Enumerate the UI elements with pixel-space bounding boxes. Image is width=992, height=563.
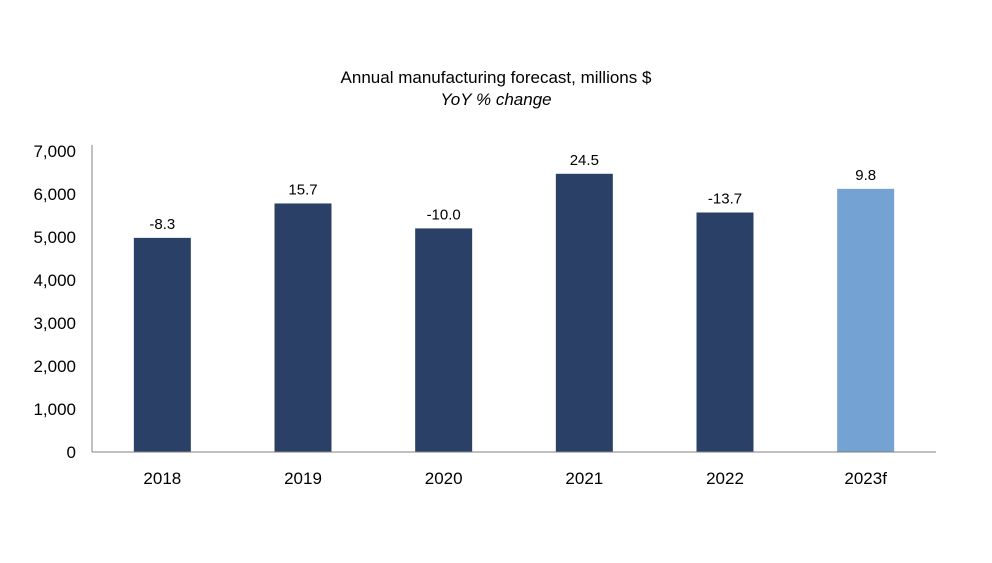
bar-2020 <box>415 228 473 452</box>
data-labels-group: -8.3 15.7 -10.0 24.5 -13.7 9.8 <box>149 152 876 233</box>
data-label-2021: 24.5 <box>570 152 599 169</box>
y-tick-label: 2,000 <box>33 357 76 376</box>
bar-2022 <box>696 212 754 452</box>
x-tick-label: 2023f <box>844 469 887 488</box>
x-tick-label: 2018 <box>143 469 181 488</box>
x-tick-label: 2019 <box>284 469 322 488</box>
data-label-2020: -10.0 <box>427 206 461 223</box>
bar-2018 <box>133 237 191 452</box>
y-tick-label: 4,000 <box>33 271 76 290</box>
bar-2023f <box>837 188 895 452</box>
x-tick-label: 2022 <box>706 469 744 488</box>
y-tick-label: 6,000 <box>33 185 76 204</box>
y-tick-label: 1,000 <box>33 400 76 419</box>
y-tick-label: 7,000 <box>33 142 76 161</box>
x-tick-label: 2021 <box>565 469 603 488</box>
y-tick-label: 5,000 <box>33 228 76 247</box>
y-axis-ticks: 0 1,000 2,000 3,000 4,000 5,000 6,000 7,000 <box>33 142 76 462</box>
bars-group <box>133 173 895 453</box>
data-label-2019: 15.7 <box>288 181 317 198</box>
x-axis-ticks: 2018 2019 2020 2021 2022 2023f <box>143 469 887 488</box>
chart-title: Annual manufacturing forecast, millions … <box>341 68 652 87</box>
bar-2021 <box>555 173 613 453</box>
bar-2019 <box>274 203 332 452</box>
y-tick-label: 3,000 <box>33 314 76 333</box>
x-tick-label: 2020 <box>425 469 463 488</box>
data-label-2023f: 9.8 <box>855 167 876 184</box>
data-label-2018: -8.3 <box>149 216 175 233</box>
data-label-2022: -13.7 <box>708 190 742 207</box>
chart-subtitle: YoY % change <box>440 90 551 109</box>
y-tick-label: 0 <box>67 443 76 462</box>
